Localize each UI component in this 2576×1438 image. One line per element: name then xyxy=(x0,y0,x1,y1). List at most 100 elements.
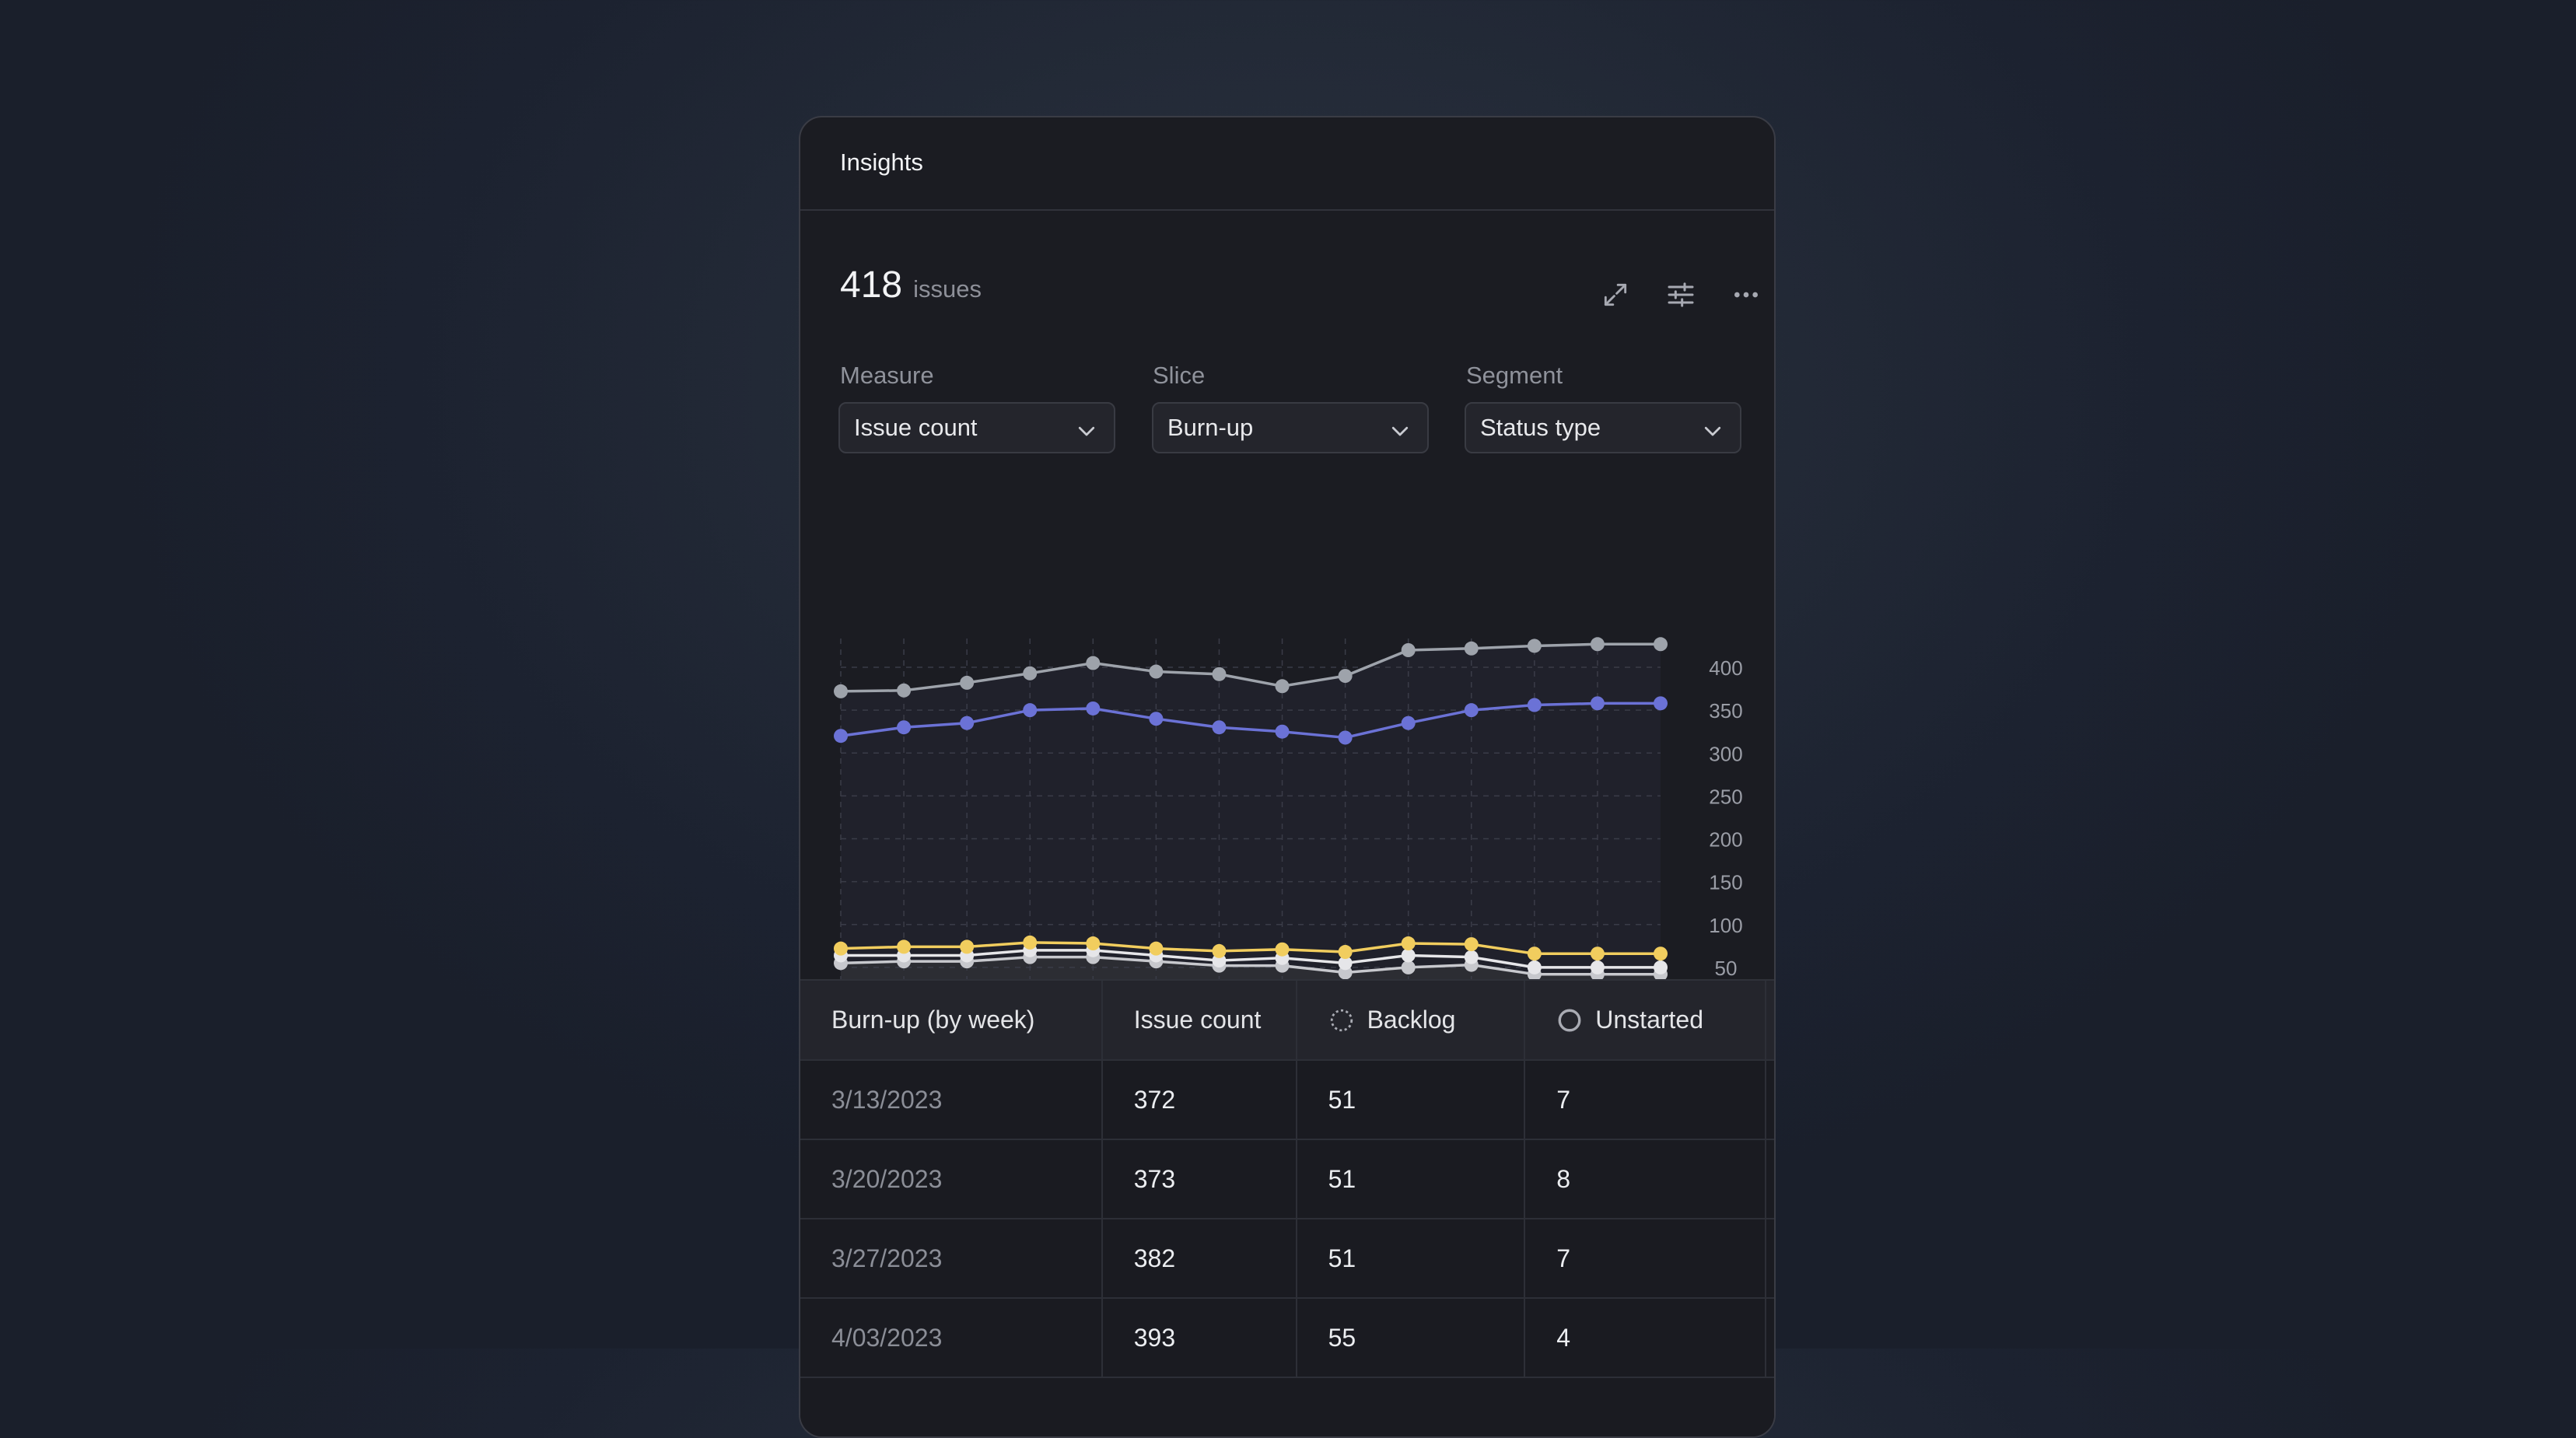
data-point xyxy=(834,729,848,743)
slice-select[interactable]: Burn-up xyxy=(1152,402,1429,453)
unstarted-status-icon xyxy=(1558,1009,1581,1031)
data-point xyxy=(1527,946,1542,961)
data-point xyxy=(1338,956,1353,971)
table-header-row: Burn-up (by week) Issue count Backlog Un… xyxy=(800,981,1774,1061)
row-issue-count: 393 xyxy=(1101,1298,1297,1378)
data-point xyxy=(1464,703,1479,718)
backlog-status-icon xyxy=(1330,1009,1353,1031)
data-point xyxy=(1023,703,1038,718)
data-point xyxy=(1401,960,1416,974)
header-week[interactable]: Burn-up (by week) xyxy=(800,981,1103,1061)
table-row[interactable]: 3/27/2023 382 51 7 xyxy=(800,1219,1774,1299)
slice-value: Burn-up xyxy=(1167,414,1254,441)
chevron-down-icon xyxy=(1704,426,1721,436)
measure-label: Measure xyxy=(840,362,934,389)
data-point xyxy=(1464,950,1479,964)
header-backlog-label: Backlog xyxy=(1367,1006,1456,1034)
issue-count: 418 xyxy=(840,264,903,306)
series-line xyxy=(841,949,1661,969)
data-table: Burn-up (by week) Issue count Backlog Un… xyxy=(800,979,1774,1436)
header-overflow xyxy=(1766,981,1774,1061)
row-issue-count: 373 xyxy=(1101,1139,1297,1219)
data-point xyxy=(1590,946,1605,961)
data-point xyxy=(1023,666,1038,681)
data-point xyxy=(1149,941,1164,956)
data-point xyxy=(1401,936,1416,951)
header-backlog[interactable]: Backlog xyxy=(1296,981,1526,1061)
data-point xyxy=(1527,639,1542,653)
y-tick-label: 50 xyxy=(1715,957,1738,980)
y-tick-label: 250 xyxy=(1709,785,1742,808)
data-point xyxy=(897,720,912,735)
row-overflow xyxy=(1766,1219,1774,1299)
data-point xyxy=(1275,679,1290,694)
data-point xyxy=(897,683,912,698)
row-issue-count: 382 xyxy=(1101,1219,1297,1299)
data-point xyxy=(1275,942,1290,957)
row-week: 3/20/2023 xyxy=(800,1139,1103,1219)
more-options-button[interactable] xyxy=(1723,271,1769,318)
burn-up-chart: 0501001502002503003504003/13/20234/03/20… xyxy=(800,637,1743,1063)
slice-label: Slice xyxy=(1153,362,1206,389)
row-week: 3/13/2023 xyxy=(800,1060,1103,1140)
data-point xyxy=(1149,712,1164,726)
header-unstarted-label: Unstarted xyxy=(1595,1006,1703,1034)
panel-header: Insights xyxy=(800,117,1774,211)
row-issue-count: 372 xyxy=(1101,1060,1297,1140)
data-point xyxy=(1212,943,1227,958)
y-tick-label: 400 xyxy=(1709,656,1742,680)
table-row[interactable]: 3/20/2023 373 51 8 xyxy=(800,1139,1774,1219)
data-point xyxy=(1338,945,1353,960)
y-tick-label: 350 xyxy=(1709,699,1742,722)
data-point xyxy=(897,939,912,954)
row-overflow xyxy=(1766,1139,1774,1219)
data-point xyxy=(960,939,975,954)
header-unstarted[interactable]: Unstarted xyxy=(1524,981,1766,1061)
segment-select[interactable]: Status type xyxy=(1465,402,1741,453)
y-tick-label: 200 xyxy=(1709,828,1742,852)
sliders-icon xyxy=(1668,282,1694,307)
row-overflow xyxy=(1766,1060,1774,1140)
row-overflow xyxy=(1766,1298,1774,1378)
issue-summary: 418 issues xyxy=(840,264,982,306)
chart-settings-button[interactable] xyxy=(1657,271,1704,318)
row-backlog: 55 xyxy=(1296,1298,1526,1378)
segment-label: Segment xyxy=(1466,362,1563,389)
row-unstarted: 8 xyxy=(1524,1139,1766,1219)
segment-value: Status type xyxy=(1480,414,1601,441)
data-point xyxy=(960,716,975,730)
row-backlog: 51 xyxy=(1296,1060,1526,1140)
series-line xyxy=(840,702,1661,740)
row-backlog: 51 xyxy=(1296,1219,1526,1299)
data-point xyxy=(1527,698,1542,712)
expand-icon xyxy=(1604,283,1627,306)
data-point xyxy=(1212,720,1227,735)
data-point xyxy=(1654,637,1668,652)
data-point xyxy=(1464,937,1479,952)
series-line xyxy=(840,642,1661,693)
row-week: 4/03/2023 xyxy=(800,1298,1103,1378)
table-row[interactable]: 3/13/2023 372 51 7 xyxy=(800,1060,1774,1140)
y-tick-label: 100 xyxy=(1709,914,1742,937)
chevron-down-icon xyxy=(1391,426,1409,436)
data-point xyxy=(1590,637,1605,652)
issue-count-unit: issues xyxy=(913,275,982,303)
data-point xyxy=(1401,716,1416,730)
insights-panel: Insights 418 issues Measure Slice Segment… xyxy=(799,116,1776,1438)
y-tick-label: 150 xyxy=(1709,871,1742,894)
header-issue-count[interactable]: Issue count xyxy=(1101,981,1297,1061)
table-row[interactable]: 4/03/2023 393 55 4 xyxy=(800,1298,1774,1378)
measure-select[interactable]: Issue count xyxy=(838,402,1115,453)
data-point xyxy=(1654,696,1668,711)
data-point xyxy=(1401,948,1416,963)
row-unstarted: 7 xyxy=(1524,1219,1766,1299)
data-point xyxy=(834,941,848,956)
data-point xyxy=(834,684,848,698)
data-point xyxy=(1338,730,1353,745)
expand-button[interactable] xyxy=(1592,271,1639,318)
row-backlog: 51 xyxy=(1296,1139,1526,1219)
y-tick-label: 300 xyxy=(1709,742,1742,765)
data-point xyxy=(1590,960,1605,974)
area-total xyxy=(841,644,1661,1010)
more-icon xyxy=(1734,292,1758,298)
